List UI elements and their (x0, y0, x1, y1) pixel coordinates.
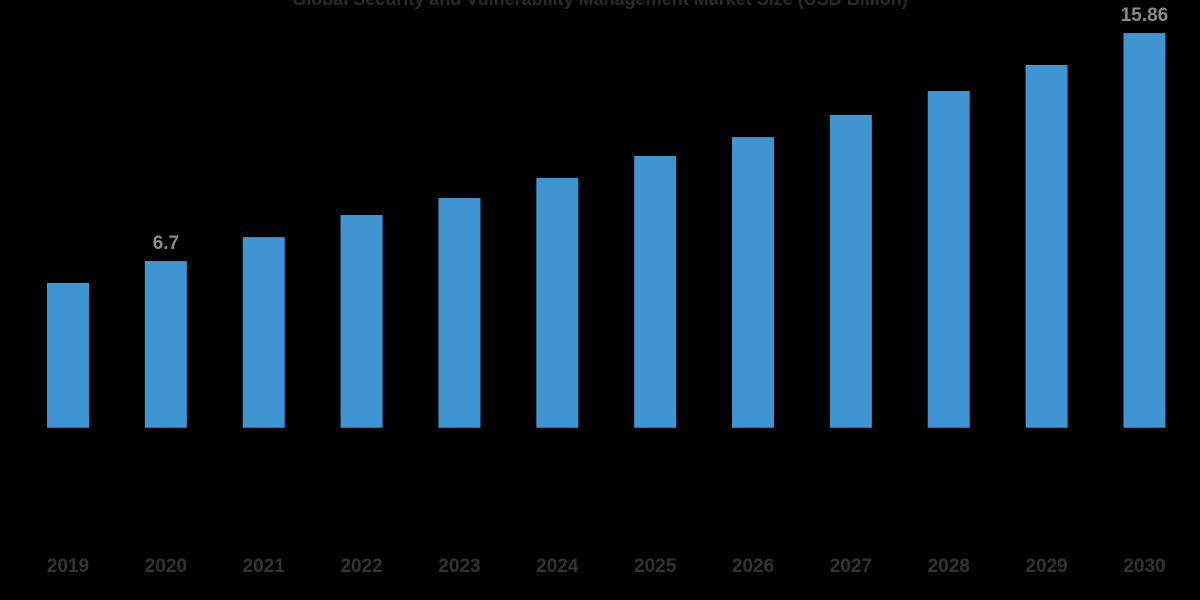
x-tick-label: 2027 (830, 556, 872, 577)
x-tick-label: 2028 (928, 556, 970, 577)
x-tick-label: 2025 (634, 556, 677, 577)
chart-title: Global Security and Vulnerability Manage… (292, 0, 907, 9)
bar (340, 214, 383, 428)
data-label: 15.86 (1121, 5, 1169, 26)
bar (1123, 33, 1166, 428)
x-tick-label: 2026 (732, 556, 774, 577)
x-tick-label: 2021 (243, 556, 286, 577)
bar (1025, 64, 1068, 428)
x-tick-label: 2019 (47, 556, 89, 577)
data-label: 6.7 (153, 233, 179, 254)
x-tick-label: 2024 (536, 556, 579, 577)
bar (829, 114, 872, 428)
bar (242, 237, 285, 428)
bar (438, 198, 481, 428)
x-tick-label: 2020 (145, 556, 187, 577)
bar (927, 91, 970, 428)
x-tick-label: 2022 (340, 556, 382, 577)
bar (732, 137, 775, 428)
bar (47, 282, 89, 428)
x-tick-label: 2030 (1123, 556, 1165, 577)
bar (634, 156, 677, 428)
x-tick-label: 2029 (1025, 556, 1067, 577)
bar (144, 261, 187, 428)
bar (536, 177, 579, 428)
x-tick-label: 2023 (438, 556, 480, 577)
